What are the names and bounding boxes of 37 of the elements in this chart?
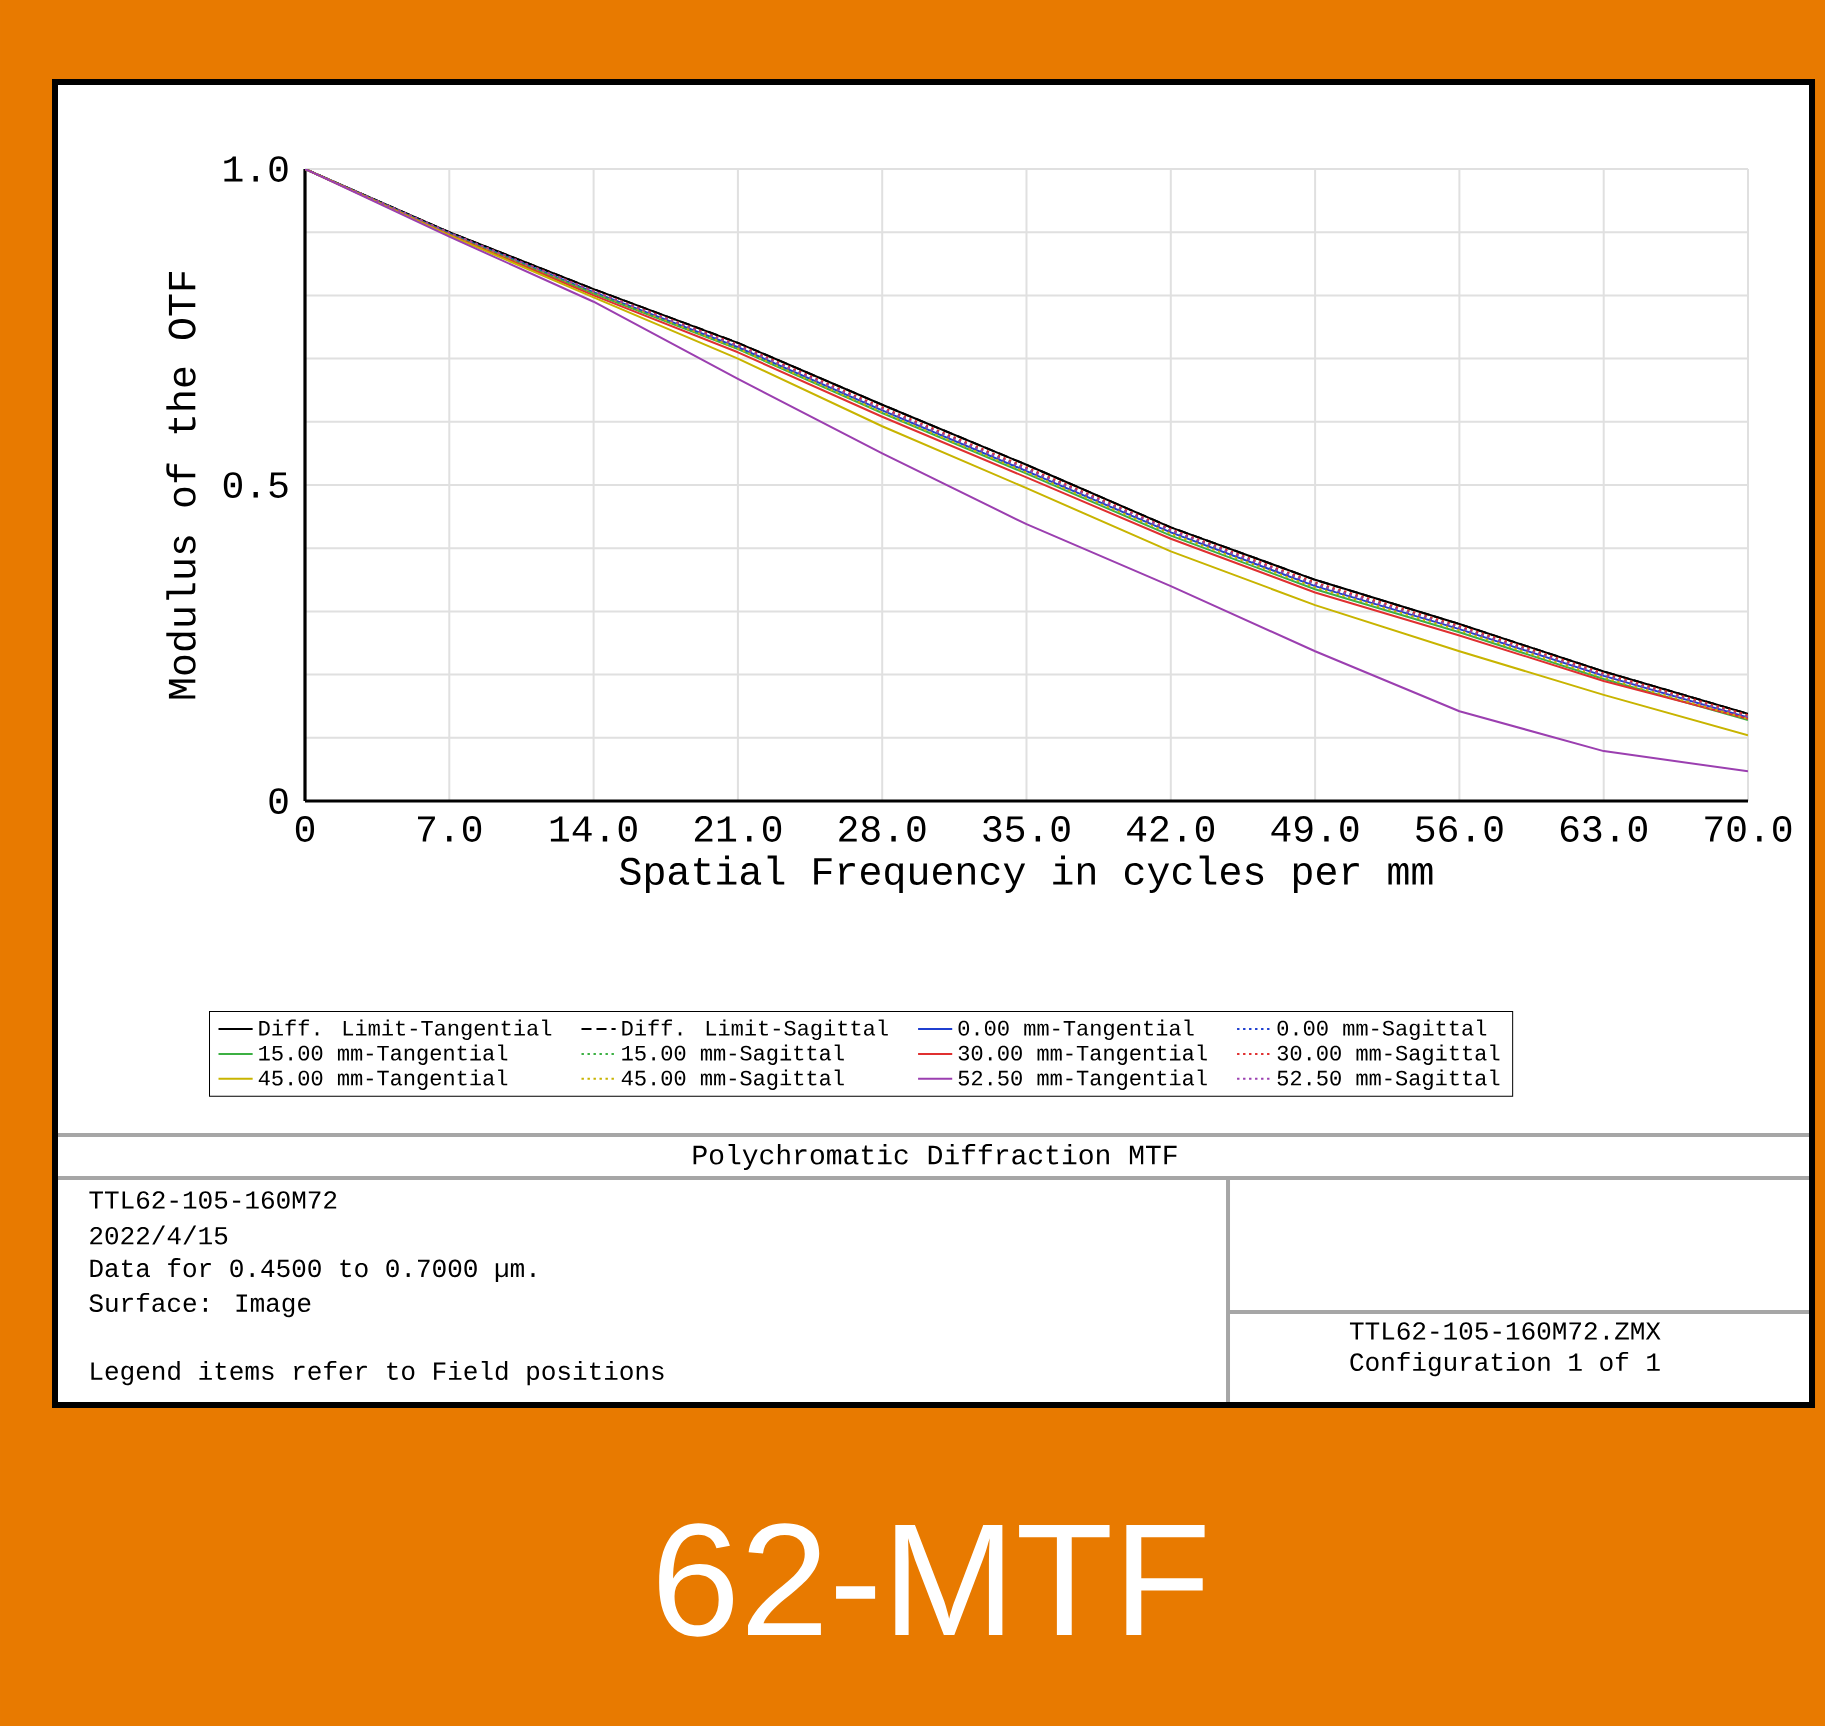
x-axis-title: Spatial Frequency in cycles per mm (619, 855, 1433, 893)
text: 62-MTF (659, 1523, 1205, 1637)
y-tick-label: 1.0 (224, 156, 288, 182)
x-tick-label: 28.0 (839, 816, 926, 842)
legend-label: 15.00 mm-Tangential (259, 1044, 508, 1065)
legend-label: 45.00 mm-Tangential (258, 1069, 508, 1090)
legend-label: 0.00 mm-Sagittal (1277, 1019, 1487, 1041)
text: Data for 0.4500 to 0.7000 µm. (90, 1258, 535, 1282)
x-tick-label: 70.0 (1705, 816, 1792, 842)
legend-label: Diff. Limit-Tangential (259, 1019, 552, 1041)
text: 2022/4/15 (90, 1225, 228, 1245)
x-tick-label: 56.0 (1416, 816, 1503, 842)
x-tick-label: 35.0 (983, 816, 1070, 842)
x-tick-label: 42.0 (1127, 816, 1215, 842)
x-tick-label: 14.0 (550, 816, 637, 842)
legend-label: 52.50 mm-Tangential (958, 1069, 1207, 1090)
y-tick-label: 0 (269, 788, 288, 814)
x-tick-label: 63.0 (1560, 816, 1647, 842)
legend-label: 52.50 mm-Sagittal (1277, 1069, 1500, 1090)
legend-label: Diff. Limit-Sagittal (622, 1019, 888, 1041)
text: TTL62-105-160M72.ZMX (1349, 1322, 1661, 1340)
y-tick-label: 0.5 (223, 472, 288, 498)
legend-label: 45.00 mm-Sagittal (621, 1069, 844, 1090)
legend-label: 15.00 mm-Sagittal (622, 1044, 844, 1065)
x-tick-label: 49.0 (1271, 816, 1359, 842)
text: Configuration 1 of 1 (1350, 1351, 1660, 1377)
x-tick-label: 7.0 (418, 816, 482, 842)
legend-label: 0.00 mm-Tangential (958, 1019, 1194, 1041)
x-tick-label: 0 (295, 816, 315, 842)
legend-label: 30.00 mm-Tangential (958, 1044, 1207, 1065)
text: Legend items refer to Field positions (91, 1360, 664, 1386)
x-tick-label: 21.0 (694, 816, 782, 842)
legend-label: 30.00 mm-Sagittal (1277, 1044, 1500, 1065)
text: TTL62-105-160M72 (89, 1191, 337, 1209)
y-axis-title: Modulus of the OTF (166, 271, 196, 699)
text: Surface: Image (89, 1292, 311, 1318)
text: Polychromatic Diffraction MTF (693, 1143, 1177, 1171)
